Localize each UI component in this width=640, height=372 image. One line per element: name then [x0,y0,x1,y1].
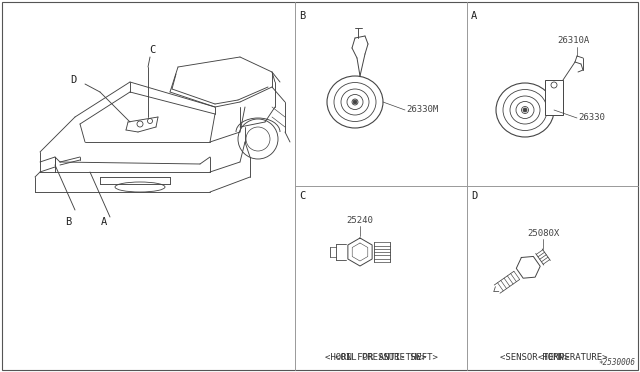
Text: B: B [65,217,71,227]
Circle shape [147,119,152,124]
Ellipse shape [115,182,165,192]
Text: 25080X: 25080X [527,229,559,238]
Text: A: A [471,11,477,21]
Text: 25240: 25240 [347,216,373,225]
FancyBboxPatch shape [545,80,563,115]
Ellipse shape [327,76,383,128]
Ellipse shape [352,99,358,105]
Text: D: D [471,191,477,201]
Circle shape [353,100,357,104]
Text: <OIL PRESSURE SW>: <OIL PRESSURE SW> [335,353,427,362]
Text: 26310A: 26310A [557,36,589,45]
Text: C: C [299,191,305,201]
Circle shape [238,119,278,159]
Text: D: D [70,75,76,85]
Ellipse shape [347,94,363,109]
Text: ∗2530006: ∗2530006 [598,358,635,367]
Ellipse shape [522,106,529,113]
Text: <HORN FOR ANTI-THEFT>: <HORN FOR ANTI-THEFT> [324,353,437,362]
Text: 26330: 26330 [578,113,605,122]
Circle shape [137,121,143,127]
Ellipse shape [496,83,554,137]
Ellipse shape [503,90,547,131]
Ellipse shape [516,102,534,119]
Circle shape [551,82,557,88]
Ellipse shape [334,83,376,122]
Text: A: A [101,217,107,227]
Text: 26330M: 26330M [406,106,438,115]
Circle shape [246,127,270,151]
Ellipse shape [341,89,369,115]
Text: <HORN>: <HORN> [538,353,570,362]
Text: C: C [149,45,155,55]
Text: B: B [299,11,305,21]
Text: <SENSOR TEMPERATURE>: <SENSOR TEMPERATURE> [500,353,608,362]
Circle shape [523,108,527,112]
Ellipse shape [510,96,540,124]
